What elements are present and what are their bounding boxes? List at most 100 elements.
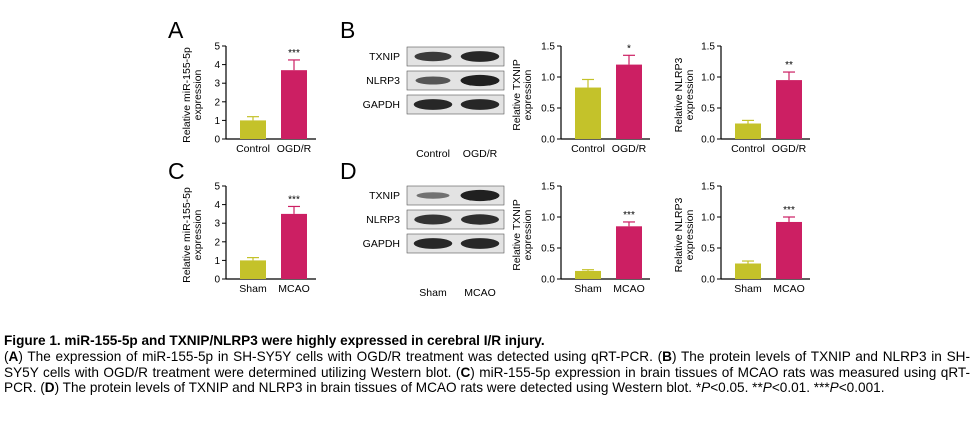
- blot-b-band-label: NLRP3: [366, 75, 400, 87]
- chart-2-y-title: Relative TXNIPexpression: [511, 59, 534, 131]
- chart-2-y-tick-label: 0.5: [541, 104, 555, 115]
- chart-5-category-label: Sham: [574, 283, 602, 295]
- chart-3-y-tick-label: 0.5: [701, 104, 715, 115]
- chart-1-category-label: Control: [236, 143, 270, 155]
- blot-b-band-txnip-lane-1: [414, 51, 452, 62]
- chart-4-y-title-line2: expression: [192, 209, 204, 260]
- chart-1-y-tick-label: 3: [214, 79, 220, 90]
- chart-4-category-label: Sham: [239, 283, 267, 295]
- chart-1-y-tick-label: 1: [214, 116, 220, 127]
- panel-letter-d: D: [340, 158, 357, 184]
- figure-caption: Figure 1. miR-155-5p and TXNIP/NLRP3 wer…: [4, 333, 970, 396]
- chart-2-significance: *: [627, 43, 631, 54]
- chart-6-y-tick-label: 1.5: [701, 182, 715, 193]
- chart-2-y-title-line2: expression: [522, 69, 534, 120]
- chart-4-significance: ***: [288, 194, 300, 205]
- blot-d-band-gapdh-lane-2: [460, 238, 500, 249]
- chart-1-y-title-line1: Relative miR-155-5p: [181, 47, 193, 143]
- blot-d-band-label: NLRP3: [366, 214, 400, 226]
- chart-1-y-tick-label: 2: [214, 97, 220, 108]
- blot-d-band-txnip-lane-2: [460, 189, 500, 202]
- blot-b-band-label: GAPDH: [363, 99, 400, 111]
- chart-3-significance: **: [785, 60, 793, 71]
- chart-1-bar-2: [281, 70, 307, 139]
- chart-5-y-title-line1: Relative TXNIP: [511, 199, 523, 271]
- chart-2-bar-2: [616, 64, 642, 139]
- blot-b-band-txnip-lane-2: [460, 51, 500, 62]
- blot-d-band-gapdh-lane-1: [413, 238, 453, 249]
- chart-2-y-title-line1: Relative TXNIP: [511, 59, 523, 131]
- chart-5-y-tick-label: 0.0: [541, 275, 555, 286]
- chart-3-y-tick-label: 1.5: [701, 42, 715, 53]
- caption-title: Figure 1. miR-155-5p and TXNIP/NLRP3 wer…: [4, 333, 545, 348]
- blot-b-band-gapdh-lane-1: [413, 99, 453, 110]
- chart-5-y-tick-label: 0.5: [541, 244, 555, 255]
- chart-3-y-tick-label: 0.0: [701, 135, 715, 146]
- chart-4-y-tick-label: 5: [214, 182, 220, 193]
- chart-4-bar-1: [240, 260, 266, 279]
- chart-2-bar-1: [575, 87, 601, 139]
- chart-4-y-tick-label: 0: [214, 275, 220, 286]
- panel-letter-c: C: [168, 158, 185, 184]
- chart-6-y-tick-label: 1.0: [701, 213, 715, 224]
- chart-6-bar-2: [776, 221, 802, 279]
- chart-5-y-title: Relative TXNIPexpression: [511, 199, 534, 271]
- caption-body: (A) The expression of miR-155-5p in SH-S…: [4, 349, 970, 396]
- chart-6-y-title: Relative NLRP3expression: [673, 197, 696, 272]
- chart-6-y-tick-label: 0.5: [701, 244, 715, 255]
- chart-1-y-title-line2: expression: [192, 69, 204, 120]
- chart-3-y-tick-label: 1.0: [701, 73, 715, 84]
- chart-5-category-label: MCAO: [613, 283, 645, 295]
- chart-3-y-title-line1: Relative NLRP3: [673, 57, 685, 132]
- chart-4-y-tick-label: 1: [214, 256, 220, 267]
- chart-2-category-label: Control: [571, 143, 605, 155]
- chart-5-y-tick-label: 1.0: [541, 213, 555, 224]
- blot-d-band-label: TXNIP: [369, 190, 400, 202]
- blot-b-band-label: TXNIP: [369, 51, 400, 63]
- chart-2-y-tick-label: 1.5: [541, 42, 555, 53]
- chart-6-y-title-line2: expression: [684, 209, 696, 260]
- blot-b-band-gapdh-lane-2: [460, 99, 500, 110]
- chart-6-category-label: MCAO: [773, 283, 805, 295]
- chart-3-y-title: Relative NLRP3expression: [673, 57, 696, 132]
- chart-1-y-tick-label: 4: [214, 60, 220, 71]
- blot-b-band-nlrp3-lane-2: [460, 74, 500, 87]
- chart-4-y-tick-label: 3: [214, 219, 220, 230]
- chart-3-category-label: OGD/R: [772, 143, 807, 155]
- chart-4-bar-2: [281, 213, 307, 279]
- chart-2-y-tick-label: 1.0: [541, 73, 555, 84]
- blot-b-lane-label: Control: [416, 148, 450, 160]
- chart-4-y-title: Relative miR-155-5pexpression: [181, 187, 204, 283]
- blot-d-band-txnip-lane-1: [416, 192, 450, 199]
- chart-3-y-title-line2: expression: [684, 69, 696, 120]
- blot-d-lane-label: Sham: [419, 287, 447, 299]
- chart-6-significance: ***: [783, 205, 795, 216]
- chart-5-bar-2: [616, 226, 642, 279]
- panel-letter-b: B: [340, 17, 355, 43]
- chart-1-bar-1: [240, 120, 266, 139]
- blot-d-lane-label: MCAO: [464, 287, 496, 299]
- chart-1-significance: ***: [288, 48, 300, 59]
- chart-1-y-tick-label: 0: [214, 135, 220, 146]
- chart-3-bar-1: [735, 123, 761, 139]
- chart-1-category-label: OGD/R: [277, 143, 312, 155]
- chart-4-y-tick-label: 4: [214, 200, 220, 211]
- chart-2-category-label: OGD/R: [612, 143, 647, 155]
- chart-5-bar-1: [575, 270, 601, 279]
- blot-b-lane-label: OGD/R: [463, 148, 498, 160]
- chart-6-y-title-line1: Relative NLRP3: [673, 197, 685, 272]
- blot-d-band-label: GAPDH: [363, 238, 400, 250]
- chart-1-y-tick-label: 5: [214, 42, 220, 53]
- chart-6-bar-1: [735, 263, 761, 279]
- chart-5-y-tick-label: 1.5: [541, 182, 555, 193]
- blot-b-band-nlrp3-lane-1: [415, 76, 451, 85]
- chart-4-y-tick-label: 2: [214, 237, 220, 248]
- chart-4-category-label: MCAO: [278, 283, 310, 295]
- chart-5-y-title-line2: expression: [522, 209, 534, 260]
- blot-d-band-nlrp3-lane-2: [461, 214, 499, 225]
- chart-4-y-title-line1: Relative miR-155-5p: [181, 187, 193, 283]
- chart-6-y-tick-label: 0.0: [701, 275, 715, 286]
- chart-2-y-tick-label: 0.0: [541, 135, 555, 146]
- chart-3-bar-2: [776, 80, 802, 139]
